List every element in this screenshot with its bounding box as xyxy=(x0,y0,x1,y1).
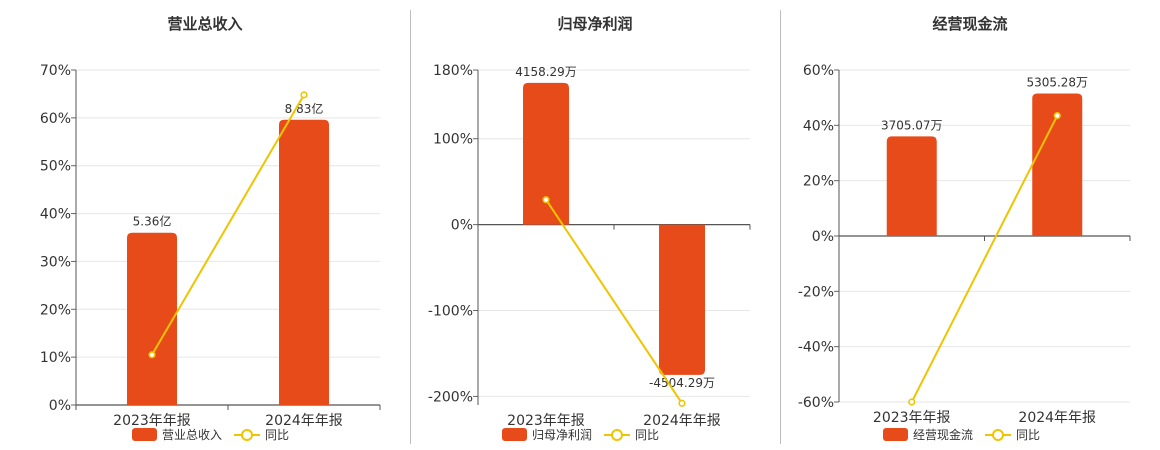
bar xyxy=(886,136,937,236)
y-tick-label: 0% xyxy=(49,398,71,414)
y-tick-label: 40% xyxy=(803,118,834,134)
x-tick-label: 2023年年报 xyxy=(507,413,585,429)
y-tick-label: 50% xyxy=(40,159,71,175)
line-point xyxy=(148,351,156,359)
chart-panel-net-profit: 归母净利润 180% 100% 0% -100% -200% 4158.29万 2023年年… xyxy=(410,0,780,450)
bar xyxy=(127,232,177,405)
y-tick-label: 60% xyxy=(40,111,71,127)
y-tick-label: 100% xyxy=(433,132,473,148)
bar-data-label: 8.83亿 xyxy=(285,101,324,116)
panel-divider xyxy=(780,10,781,444)
bar-data-label: 4158.29万 xyxy=(515,65,577,79)
y-tick-label: 0% xyxy=(451,218,473,234)
legend-bar-label: 归母净利润 xyxy=(532,428,593,442)
bar xyxy=(1032,93,1083,237)
legend-line-icon xyxy=(985,428,1012,441)
bar-data-label: -4504.29万 xyxy=(649,376,715,390)
chart-legend: 经营现金流 同比 xyxy=(883,426,1040,443)
legend-bar-swatch xyxy=(883,428,908,441)
x-tick-label: 2024年年报 xyxy=(265,413,343,429)
y-tick-label: 70% xyxy=(40,63,71,79)
bar xyxy=(659,224,705,375)
bar-data-label: 3705.07万 xyxy=(881,118,943,132)
y-tick-label: -60% xyxy=(798,395,834,411)
bar-data-label: 5305.28万 xyxy=(1026,76,1088,90)
chart-title: 归母净利润 xyxy=(557,15,633,33)
chart-legend: 归母净利润 同比 xyxy=(502,426,659,443)
bar-data-label: 5.36亿 xyxy=(133,214,172,229)
line-series xyxy=(545,199,683,404)
y-tick-label: 180% xyxy=(433,63,473,79)
chart-legend: 营业总收入 同比 xyxy=(132,426,289,443)
y-tick-label: 40% xyxy=(40,207,71,223)
chart-svg: 60% 40% 20% 0% -20% -40% -60% 3705.07万 2023年年报 53… xyxy=(798,63,1131,426)
legend-bar-swatch xyxy=(132,428,157,441)
y-tick-label: 20% xyxy=(803,174,834,190)
chart-svg: 180% 100% 0% -100% -200% 4158.29万 2023年年报 -4504… xyxy=(428,63,751,429)
x-tick-label: 2023年年报 xyxy=(873,410,951,426)
y-tick-label: -200% xyxy=(428,389,473,405)
line-series xyxy=(910,115,1059,403)
y-tick-label: 0% xyxy=(812,229,834,245)
y-tick-label: 30% xyxy=(40,254,71,270)
legend-line-label: 同比 xyxy=(1016,428,1041,442)
panel-divider xyxy=(410,10,411,444)
y-tick-label: -40% xyxy=(798,340,834,356)
line-point xyxy=(678,399,686,407)
chart-panel-cash-flow: 经营现金流 60% 40% 20% 0% -20% -40% -60% 3705.07万 202… xyxy=(780,0,1160,450)
x-tick-label: 2024年年报 xyxy=(643,413,721,429)
chart-title: 营业总收入 xyxy=(167,15,243,33)
legend-bar-swatch xyxy=(502,428,527,441)
chart-svg: 70% 60% 50% 40% 30% 20% 10% 0% 5.36亿 2023年年报 8.83亿… xyxy=(40,63,381,429)
line-point xyxy=(1053,112,1061,120)
y-tick-label: 60% xyxy=(803,63,834,79)
legend-line-icon xyxy=(604,428,631,441)
line-point xyxy=(908,398,916,406)
x-tick-label: 2024年年报 xyxy=(1018,410,1096,426)
legend-bar-label: 营业总收入 xyxy=(162,428,223,442)
chart-panel-revenue: 营业总收入 70% 60% 50% 40% 30% 20% 10% 0% 5.36亿 2023年年… xyxy=(0,0,410,450)
bar xyxy=(523,82,569,225)
y-tick-label: 20% xyxy=(40,302,71,318)
y-tick-label: -20% xyxy=(798,284,834,300)
line-point xyxy=(300,91,308,99)
legend-line-label: 同比 xyxy=(265,428,290,442)
chart-title: 经营现金流 xyxy=(932,15,1008,33)
line-series xyxy=(151,94,305,356)
y-tick-label: 10% xyxy=(40,350,71,366)
legend-line-label: 同比 xyxy=(635,428,660,442)
legend-bar-label: 经营现金流 xyxy=(913,428,974,442)
x-tick-label: 2023年年报 xyxy=(113,413,191,429)
legend-line-icon xyxy=(234,428,261,441)
line-point xyxy=(542,196,550,204)
bar xyxy=(279,119,329,406)
y-tick-label: -100% xyxy=(428,304,473,320)
